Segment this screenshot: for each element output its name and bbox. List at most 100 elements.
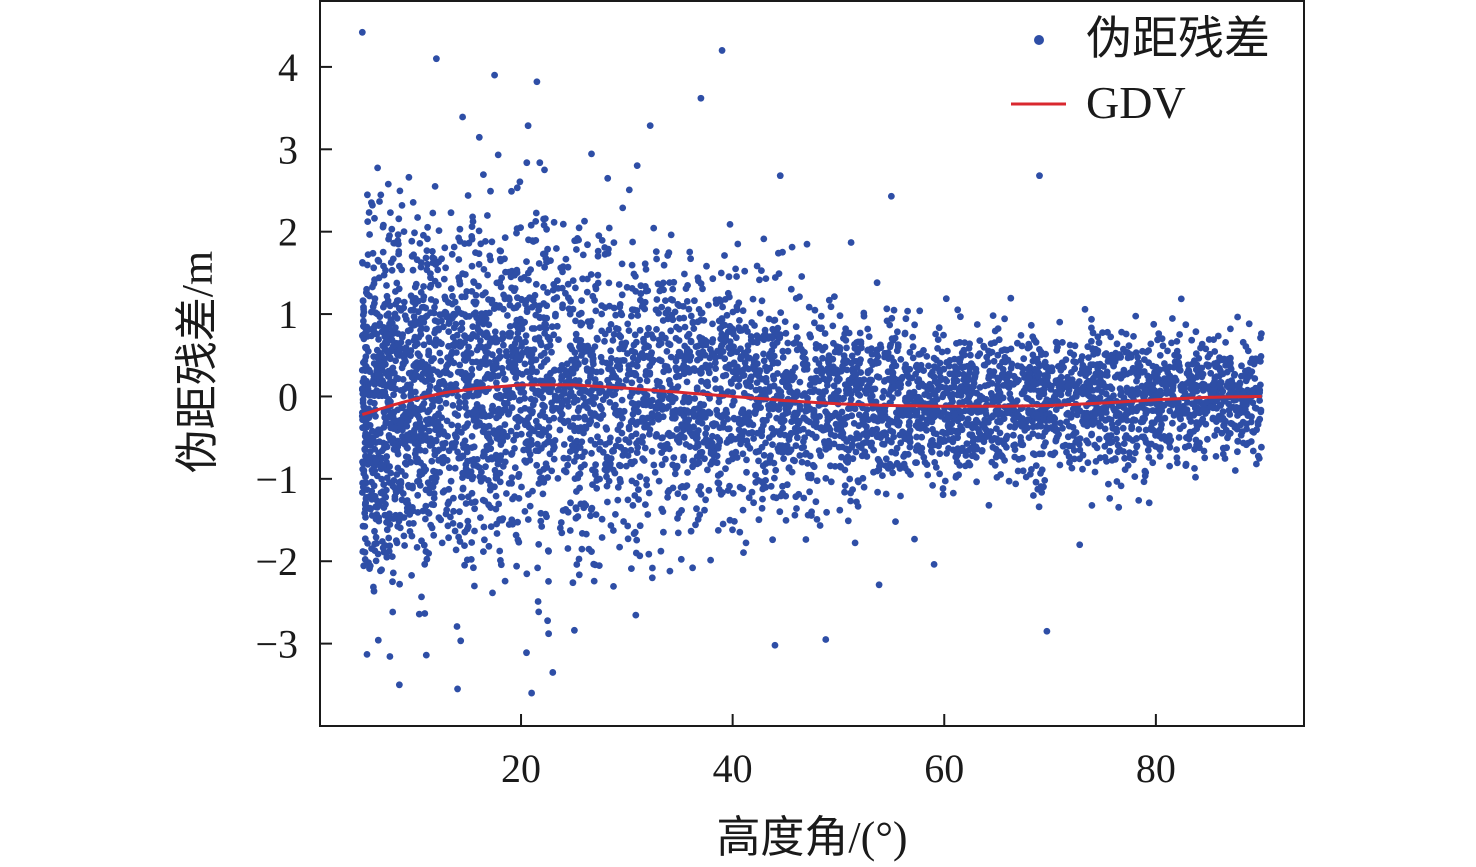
- scatter-point: [393, 297, 401, 305]
- scatter-point: [932, 330, 939, 338]
- scatter-point: [719, 520, 727, 528]
- scatter-point: [458, 293, 466, 301]
- scatter-point: [393, 447, 401, 455]
- scatter-point: [367, 398, 374, 406]
- scatter-point: [1113, 408, 1121, 416]
- scatter-point: [855, 422, 863, 430]
- scatter-point: [988, 458, 996, 466]
- scatter-point: [468, 288, 476, 295]
- scatter-point: [513, 225, 521, 233]
- scatter-point: [719, 423, 727, 431]
- scatter-point: [744, 347, 752, 354]
- scatter-point: [625, 327, 633, 334]
- scatter-point: [775, 270, 783, 277]
- scatter-point: [534, 564, 541, 572]
- scatter-point: [576, 470, 584, 478]
- scatter-point: [529, 237, 536, 245]
- scatter-point: [769, 431, 777, 438]
- scatter-point: [546, 342, 554, 349]
- scatter-point: [1221, 455, 1229, 462]
- scatter-point: [462, 357, 469, 364]
- scatter-point: [392, 440, 400, 448]
- scatter-point: [962, 452, 970, 459]
- scatter-point: [416, 240, 424, 247]
- scatter-point: [379, 248, 387, 256]
- scatter-point: [803, 365, 811, 373]
- scatter-point: [1088, 315, 1095, 323]
- scatter-point: [743, 353, 751, 361]
- scatter-point: [660, 261, 668, 269]
- scatter-point: [476, 379, 484, 387]
- scatter-point: [430, 531, 438, 539]
- scatter-point: [488, 300, 496, 307]
- scatter-point: [561, 419, 568, 427]
- scatter-point: [1052, 338, 1060, 346]
- scatter-point: [522, 338, 529, 346]
- scatter-point: [477, 514, 484, 521]
- scatter-point: [966, 369, 974, 376]
- scatter-point: [802, 355, 809, 363]
- scatter-point: [630, 530, 638, 538]
- scatter-point: [376, 198, 383, 205]
- scatter-point: [939, 393, 946, 401]
- scatter-point: [360, 317, 367, 325]
- scatter-point: [577, 309, 585, 317]
- scatter-point: [443, 417, 451, 425]
- scatter-point: [527, 221, 535, 229]
- scatter-point: [545, 630, 552, 638]
- scatter-point: [957, 392, 965, 399]
- scatter-point: [658, 303, 666, 311]
- scatter-point: [849, 441, 856, 448]
- scatter-point: [379, 462, 387, 470]
- scatter-point: [663, 348, 671, 355]
- scatter-point: [758, 504, 766, 512]
- scatter-point: [1251, 375, 1259, 382]
- scatter-point: [950, 379, 958, 387]
- scatter-point: [852, 448, 860, 456]
- scatter-point: [496, 391, 504, 399]
- scatter-point: [1132, 312, 1140, 320]
- scatter-point: [856, 392, 864, 399]
- scatter-point: [796, 452, 804, 459]
- scatter-point: [623, 283, 631, 291]
- scatter-point: [816, 522, 824, 529]
- scatter-point: [721, 296, 729, 303]
- scatter-point: [370, 482, 378, 490]
- scatter-point: [746, 376, 754, 383]
- scatter-point: [989, 312, 997, 319]
- scatter-point: [404, 327, 412, 335]
- scatter-point: [598, 237, 606, 244]
- scatter-point: [467, 556, 475, 563]
- scatter-point: [1225, 430, 1233, 438]
- scatter-point: [364, 218, 372, 226]
- scatter-point: [412, 388, 419, 396]
- scatter-point: [618, 311, 626, 319]
- scatter-point: [456, 398, 463, 406]
- scatter-point: [472, 423, 480, 430]
- scatter-point: [923, 353, 931, 360]
- scatter-point: [1202, 345, 1210, 353]
- scatter-point: [605, 279, 613, 287]
- scatter-point: [381, 300, 389, 308]
- scatter-point: [438, 340, 445, 348]
- scatter-point: [1182, 462, 1190, 469]
- scatter-point: [756, 276, 763, 284]
- scatter-point: [1115, 503, 1123, 511]
- scatter-point: [660, 528, 667, 536]
- scatter-point: [1057, 391, 1065, 399]
- scatter-point: [697, 316, 705, 324]
- scatter-point: [513, 423, 521, 431]
- scatter-point: [645, 324, 652, 332]
- scatter-point: [1125, 342, 1133, 350]
- scatter-point: [559, 301, 566, 309]
- scatter-point: [578, 297, 585, 304]
- scatter-point: [837, 463, 845, 471]
- scatter-point: [1108, 457, 1116, 464]
- scatter-point: [776, 508, 784, 516]
- scatter-point: [873, 467, 881, 475]
- scatter-point: [387, 316, 395, 324]
- scatter-point: [539, 490, 547, 498]
- scatter-point: [808, 430, 816, 438]
- scatter-point: [542, 460, 550, 468]
- scatter-point: [515, 397, 523, 404]
